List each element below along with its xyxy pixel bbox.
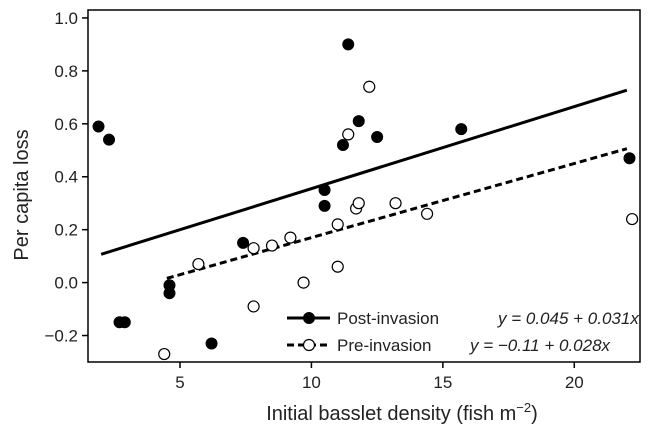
y-tick-label: 0.0 — [54, 274, 78, 293]
x-axis-label: Initial basslet density (fish m−2) — [266, 400, 538, 425]
point-post-invasion — [336, 138, 349, 151]
point-post-invasion — [352, 115, 365, 128]
x-tick-label: 15 — [433, 373, 452, 392]
point-pre-invasion — [247, 300, 260, 313]
point-pre-invasion — [192, 257, 205, 271]
point-pre-invasion — [158, 347, 171, 361]
legend: Post-invasion y = 0.045 + 0.031x Pre-inv… — [287, 309, 639, 355]
legend-label-post-invasion: Post-invasion — [337, 309, 439, 328]
fit-line-pre-invasion — [166, 147, 628, 280]
y-axis-label: Per capita loss — [11, 129, 33, 260]
point-pre-invasion — [331, 218, 344, 231]
legend-marker-post-invasion — [303, 312, 315, 324]
point-post-invasion — [623, 152, 636, 165]
point-pre-invasion — [342, 128, 355, 141]
point-post-invasion — [92, 120, 105, 133]
point-pre-invasion — [363, 80, 376, 93]
y-tick-label: 0.4 — [54, 168, 78, 187]
legend-equation-pre-invasion: y = −0.11 + 0.028x — [469, 336, 611, 355]
point-pre-invasion — [420, 207, 434, 220]
legend-equation-post-invasion: y = 0.045 + 0.031x — [497, 309, 639, 328]
plot-frame — [87, 9, 641, 363]
tick-labels: 5 10 15 20 −0.2 0.0 0.2 0.4 0.6 0.8 1.0 — [44, 9, 583, 392]
fit-line-post-invasion — [100, 88, 628, 256]
y-tick-label: 1.0 — [54, 9, 78, 28]
x-tick-label: 20 — [565, 373, 584, 392]
y-tick-label: 0.2 — [54, 221, 78, 240]
legend-entry-pre-invasion: Pre-invasion y = −0.11 + 0.028x — [287, 336, 611, 355]
point-pre-invasion — [626, 212, 639, 226]
point-pre-invasion — [331, 260, 344, 273]
legend-entry-post-invasion: Post-invasion y = 0.045 + 0.031x — [287, 309, 639, 328]
point-post-invasion — [455, 123, 468, 136]
point-pre-invasion — [352, 197, 365, 210]
legend-marker-pre-invasion — [302, 338, 316, 352]
point-post-invasion — [318, 199, 331, 212]
point-post-invasion — [371, 131, 384, 144]
fit-lines — [100, 88, 628, 280]
point-post-invasion — [342, 38, 355, 51]
point-post-invasion — [205, 337, 218, 350]
point-pre-invasion — [284, 231, 297, 244]
point-pre-invasion — [297, 276, 310, 289]
data-points — [92, 38, 639, 361]
point-post-invasion — [118, 316, 131, 329]
point-post-invasion — [163, 287, 176, 300]
point-post-invasion — [237, 236, 250, 249]
x-tick-label: 5 — [175, 373, 184, 392]
y-tick-label: −0.2 — [44, 327, 78, 346]
y-tick-label: 0.6 — [54, 115, 78, 134]
point-pre-invasion — [247, 242, 260, 255]
point-post-invasion — [318, 183, 331, 196]
axes — [82, 9, 641, 368]
y-tick-label: 0.8 — [54, 62, 78, 81]
legend-label-pre-invasion: Pre-invasion — [337, 336, 432, 355]
point-pre-invasion — [265, 239, 279, 252]
point-pre-invasion — [389, 197, 402, 210]
point-post-invasion — [103, 133, 116, 146]
x-tick-label: 10 — [302, 373, 321, 392]
